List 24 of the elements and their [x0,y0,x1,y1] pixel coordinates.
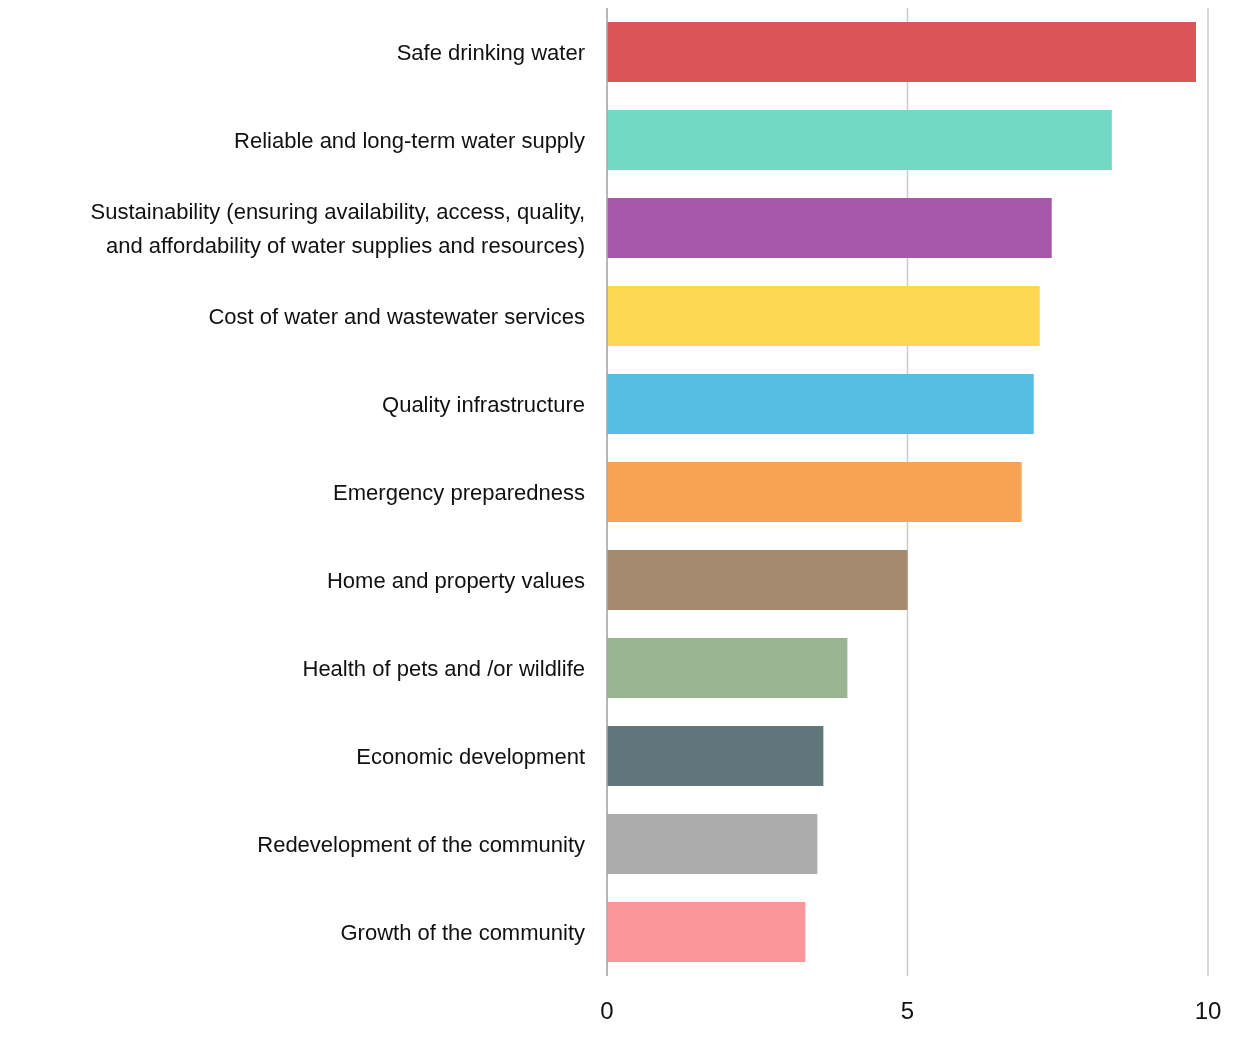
bar [607,550,908,610]
y-tick-label: Growth of the community [340,919,585,945]
y-tick-label: Reliable and long-term water supply [234,127,585,153]
y-tick-label: Cost of water and wastewater services [208,303,585,329]
y-tick-label: Home and property values [326,567,585,593]
y-tick-label: Health of pets and /or wildlife [302,655,585,681]
y-tick-label: Economic development [356,743,585,769]
bar [607,374,1034,434]
bar [607,286,1040,346]
bar [607,902,806,962]
bar [607,462,1022,522]
bar [607,638,848,698]
y-tick-label: Quality infrastructure [382,391,585,417]
y-tick-label: Redevelopment of the community [257,831,585,857]
x-tick-label: 0 [600,997,614,1025]
bar [607,198,1052,258]
bar [607,22,1196,82]
y-tick-label: Sustainability (ensuring availability, access, quality, and affordability of water supplies and resources) [90,198,585,258]
x-tick-label: 5 [900,997,915,1025]
bar [607,110,1112,170]
y-tick-label: Emergency preparedness [333,479,585,505]
y-tick-label: Safe drinking water [396,39,585,65]
bar [607,726,824,786]
x-tick-label: 10 [1194,997,1222,1025]
